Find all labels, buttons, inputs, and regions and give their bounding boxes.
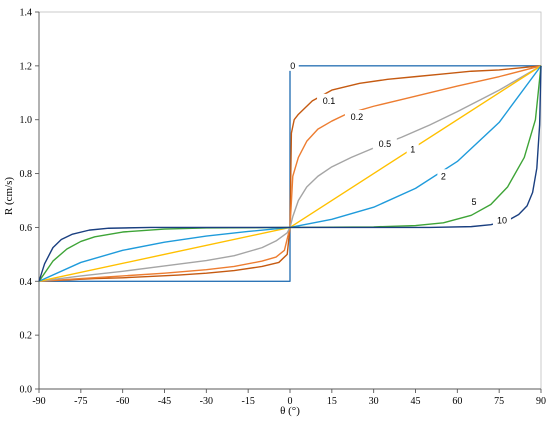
x-axis-title: θ (°) <box>280 405 300 417</box>
series-label-bg <box>492 213 511 226</box>
series-line-0-2 <box>38 65 542 282</box>
x-tick-label: 75 <box>494 396 504 407</box>
x-tick-label: 45 <box>411 396 421 407</box>
y-tick-label: 1.4 <box>20 8 33 19</box>
y-tick-label: 0.2 <box>20 331 33 342</box>
y-tick-label: 0.0 <box>20 385 33 396</box>
y-tick-label: 0.4 <box>20 277 33 288</box>
series-label-0-5: 0.5 <box>379 139 392 149</box>
x-tick-label: 15 <box>327 396 337 407</box>
y-tick-label: 1.2 <box>20 61 33 72</box>
y-axis-title: R (cm/s) <box>3 177 15 216</box>
series-label-0-2: 0.2 <box>351 112 364 122</box>
series-line-0-1 <box>38 65 542 282</box>
x-tick-label: -60 <box>116 396 129 407</box>
series-label-bg <box>344 110 369 123</box>
series-label-2: 2 <box>441 171 446 181</box>
x-tick-label: 0 <box>288 396 293 407</box>
x-tick-label: -90 <box>32 396 45 407</box>
series-label-0-1: 0.1 <box>323 96 336 106</box>
series-label-bg <box>468 194 481 207</box>
y-tick-label: 0.6 <box>20 223 33 234</box>
x-tick-label: -30 <box>200 396 213 407</box>
series-label-5: 5 <box>472 197 477 207</box>
x-tick-label: 30 <box>369 396 379 407</box>
series-label-bg <box>286 58 299 71</box>
series-lines <box>38 65 542 282</box>
x-tick-label: 60 <box>452 396 462 407</box>
x-tick-label: -75 <box>74 396 87 407</box>
series-line-0-5 <box>38 65 542 282</box>
series-line-0 <box>39 65 541 282</box>
x-tick-label: -15 <box>241 396 254 407</box>
y-tick-label: 0.8 <box>20 169 33 180</box>
series-label-bg <box>406 142 419 155</box>
series-label-bg <box>437 169 450 182</box>
x-tick-label: -45 <box>158 396 171 407</box>
series-label-bg <box>317 93 342 106</box>
x-tick-label: 90 <box>536 396 546 407</box>
series-label-10: 10 <box>497 216 507 226</box>
y-tick-label: 1.0 <box>20 115 33 126</box>
series-labels: 0 0.1 0.2 0.5 1 2 5 10 <box>286 58 511 226</box>
axes: 0.0 0.2 0.4 0.6 0.8 1.0 1.2 1.4 -90 -75 -60 -45 -30 -… <box>20 8 547 408</box>
series-label-0: 0 <box>290 61 295 71</box>
series-line-10 <box>38 65 542 282</box>
series-label-1: 1 <box>410 144 415 154</box>
series-label-bg <box>372 136 397 149</box>
